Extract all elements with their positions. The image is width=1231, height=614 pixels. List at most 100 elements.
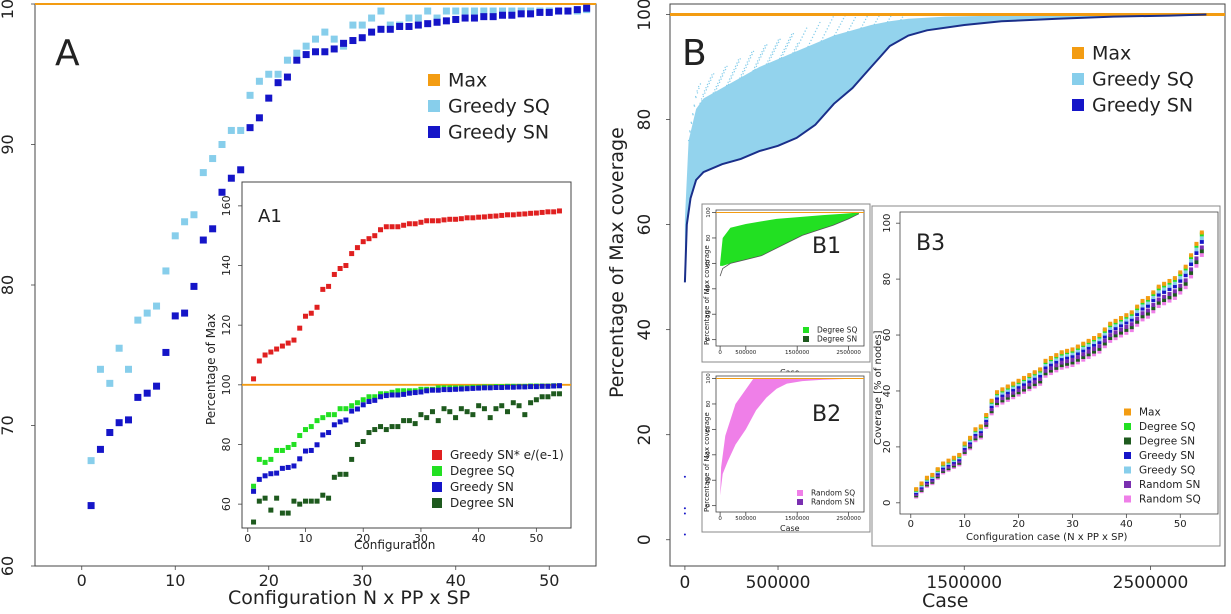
data-point [1194, 256, 1199, 261]
data-point [424, 7, 432, 15]
y-tick-label: 100 [706, 207, 712, 218]
x-tick-label: 30 [414, 532, 428, 545]
data-point [349, 37, 357, 45]
greedy-sq-speck [748, 58, 750, 60]
greedy-sq-speck [697, 85, 700, 88]
x-tick-label: 0 [77, 571, 87, 590]
data-point [1065, 364, 1070, 369]
data-point [143, 389, 151, 397]
legend-swatch [1124, 437, 1131, 445]
panel-a1-label: A1 [258, 206, 282, 227]
data-point [389, 389, 395, 395]
data-point [1194, 263, 1199, 268]
greedy-sq-speck [757, 62, 759, 64]
panel-a1-ticks: 0 10 20 30 40 50 60 80 100 120 140 160 [220, 195, 543, 545]
data-point [1021, 381, 1026, 386]
y-tick-label: 120 [220, 315, 233, 336]
data-point [1059, 356, 1064, 361]
data-point [481, 406, 487, 412]
data-point [372, 427, 378, 433]
data-point [1162, 298, 1167, 303]
greedy-sq-speck [838, 26, 840, 28]
panel-a-xlabel: Configuration N x PP x SP [228, 587, 470, 609]
greedy-sq-speck [743, 69, 746, 72]
data-point [190, 211, 198, 219]
data-point [487, 213, 493, 219]
greedy-sq-speck [861, 24, 864, 26]
greedy-sq-speck [740, 74, 743, 76]
y-tick-label: 0 [882, 500, 893, 506]
data-point [1075, 360, 1080, 365]
data-point [1038, 367, 1043, 372]
data-point [279, 510, 285, 516]
data-point [1145, 311, 1150, 316]
data-point [418, 386, 424, 392]
data-point [337, 471, 343, 477]
greedy-sq-speck [714, 89, 716, 91]
data-point [1172, 292, 1177, 297]
y-tick-label: 60 [882, 329, 893, 342]
greedy-sq-speck [850, 25, 852, 27]
data-point [946, 458, 951, 463]
data-point [162, 267, 170, 275]
data-point [291, 463, 297, 469]
data-point [1118, 316, 1123, 321]
greedy-sq-speck [742, 73, 744, 75]
greedy-sq-speck [876, 18, 879, 20]
data-point [401, 391, 407, 397]
data-point [262, 495, 268, 501]
data-point [914, 487, 919, 492]
data-point [1059, 360, 1064, 365]
x-tick-label: 20 [356, 532, 370, 545]
panel-a1-frame [241, 181, 572, 529]
data-point [343, 471, 349, 477]
legend-label: Random SN [1139, 479, 1200, 491]
greedy-sq-speck [705, 86, 707, 89]
data-point [1118, 323, 1123, 328]
data-point [962, 448, 967, 453]
greedy-sq-speck [703, 90, 706, 92]
data-point [372, 394, 378, 400]
x-tick-label: 0 [718, 516, 722, 522]
y-tick-label: 60 [706, 259, 712, 266]
data-point [528, 210, 534, 216]
x-tick-label: 40 [446, 571, 466, 590]
greedy-sq-speck [723, 72, 725, 74]
data-point [470, 385, 476, 391]
x-tick-label: 1500000 [926, 573, 1002, 593]
data-point [358, 34, 366, 42]
data-point [255, 114, 263, 122]
data-point [321, 28, 329, 36]
data-point [1178, 283, 1183, 288]
data-point [973, 434, 978, 439]
greedy-sq-speck [758, 57, 760, 59]
greedy-sq-speck [738, 61, 740, 63]
data-point [539, 383, 545, 389]
greedy-sq-speck [781, 51, 784, 54]
data-point [1097, 337, 1102, 342]
greedy-sq-speck [755, 63, 757, 65]
data-point [377, 25, 385, 33]
data-point [1032, 370, 1037, 375]
data-point [1118, 330, 1123, 335]
data-point [1135, 304, 1140, 309]
greedy-sq-speck [756, 60, 759, 62]
panel-b2-xlabel: Case [780, 524, 800, 533]
data-point [1194, 247, 1199, 252]
greedy-sq-speck [828, 25, 830, 27]
data-point [1092, 342, 1097, 347]
data-point [115, 344, 123, 352]
panel-b-frame [669, 3, 1226, 567]
data-point [441, 406, 447, 412]
data-point [378, 394, 384, 400]
data-point [1081, 341, 1086, 346]
data-point [957, 459, 962, 464]
data-point [556, 383, 562, 389]
x-tick-label: 500000 [746, 573, 811, 593]
greedy-sq-speck [851, 22, 854, 24]
data-point [412, 390, 418, 396]
greedy-sq-speck [795, 46, 797, 48]
data-point [1140, 314, 1145, 319]
panel-b2-area [716, 378, 864, 496]
data-point [935, 472, 940, 477]
